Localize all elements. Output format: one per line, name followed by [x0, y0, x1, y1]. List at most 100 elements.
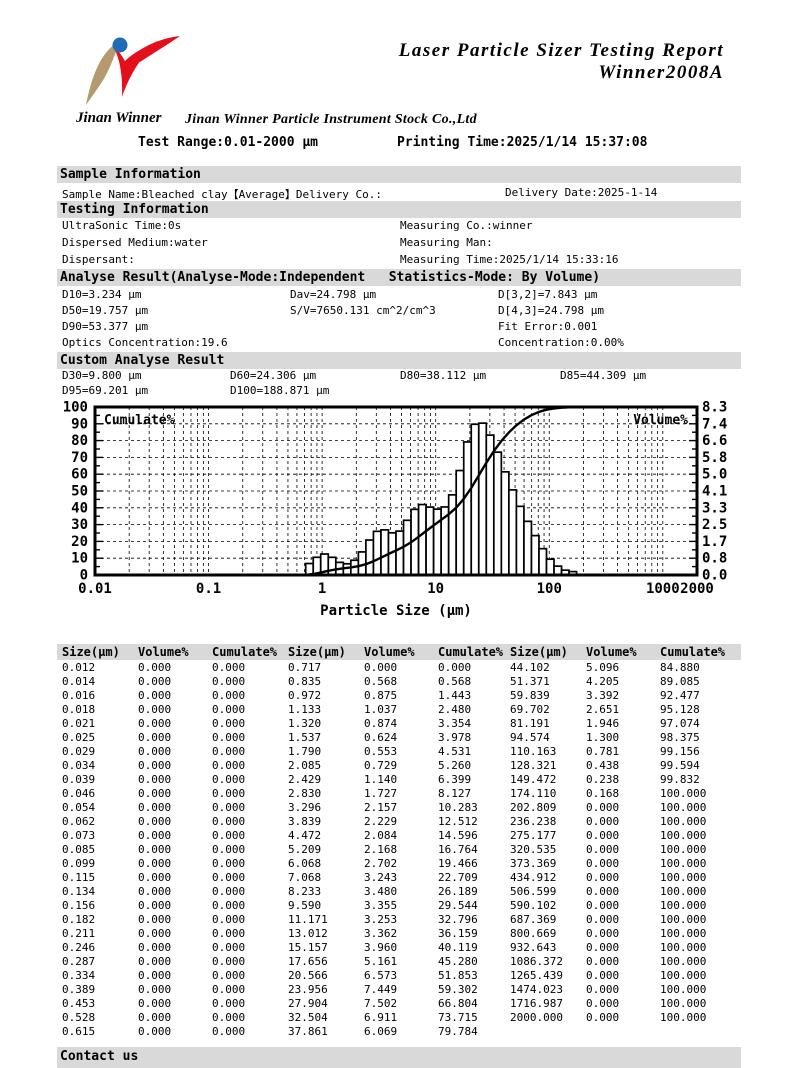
histogram-bar: [500, 471, 510, 576]
table-header-cell: Cumulate%: [438, 645, 504, 659]
table-row: 0.182 0.000 0.000 11.171 3.253 32.796 687.369 0…: [62, 913, 752, 927]
table-row: Dispersant: Measuring Time:2025/1/14 15:3…: [62, 253, 752, 267]
table-row: D10=3.234 μm Dav=24.798 μm D[3,2]=7.843 μm: [62, 288, 752, 302]
table-cell: 3.355: [364, 899, 398, 912]
table-row: 0.029 0.000 0.000 1.790 0.553 4.531 110.163 0.7…: [62, 745, 752, 759]
table-cell: 0.168: [586, 787, 620, 800]
table-cell: 26.189: [438, 885, 478, 898]
table-cell: 0.000: [212, 899, 246, 912]
table-cell: 1.037: [364, 703, 398, 716]
table-cell: 98.375: [660, 731, 700, 744]
table-cell: 0.000: [586, 885, 620, 898]
table-cell: 20.566: [288, 969, 328, 982]
analyse-result-value: Optics Concentration:19.6: [62, 336, 228, 349]
table-cell: 0.000: [212, 829, 246, 842]
analyse-result-value: D[3,2]=7.843 μm: [498, 288, 598, 301]
table-cell: 0.000: [586, 983, 620, 996]
left-axis-label: 70: [71, 450, 88, 466]
table-row: 0.134 0.000 0.000 8.233 3.480 26.189 506.599 0.…: [62, 885, 752, 899]
analyse-result-value: Dav=24.798 μm: [290, 288, 377, 301]
testing-info-value: Measuring Time:2025/1/14 15:33:16: [400, 253, 619, 266]
table-row: Optics Concentration:19.6 Concentration:0…: [62, 336, 752, 350]
table-cell: 51.853: [438, 969, 478, 982]
table-cell: 37.861: [288, 1025, 328, 1038]
table-row: 0.018 0.000 0.000 1.133 1.037 2.480 69.702 2.65…: [62, 703, 752, 717]
histogram-bar: [515, 505, 525, 576]
table-cell: 40.119: [438, 941, 478, 954]
x-axis-label: 1000: [646, 581, 680, 597]
sample-name: Sample Name:Bleached clay【Average】Delive…: [62, 188, 383, 201]
table-row: 0.389 0.000 0.000 23.956 7.449 59.302 1474.023…: [62, 983, 752, 997]
table-cell: 0.000: [212, 955, 246, 968]
left-axis-label: 0: [80, 568, 88, 584]
table-cell: 0.000: [138, 1025, 172, 1038]
table-cell: 22.709: [438, 871, 478, 884]
table-cell: 0.039: [62, 773, 96, 786]
table-row: 0.039 0.000 0.000 2.429 1.140 6.399 149.472 0.2…: [62, 773, 752, 787]
table-cell: 27.904: [288, 997, 328, 1010]
table-cell: 51.371: [510, 675, 550, 688]
table-cell: 0.134: [62, 885, 96, 898]
table-cell: 0.211: [62, 927, 96, 940]
table-cell: 6.911: [364, 1011, 398, 1024]
table-cell: 3.392: [586, 689, 620, 702]
table-row: D50=19.757 μm S/V=7650.131 cm^2/cm^3 D[4,3…: [62, 304, 752, 318]
test-range: Test Range:0.01-2000 μm: [138, 135, 319, 150]
table-header-cell: Volume%: [364, 645, 415, 659]
volume-series-label: Volume%: [633, 413, 688, 428]
table-cell: 0.018: [62, 703, 96, 716]
table-cell: 0.099: [62, 857, 96, 870]
table-cell: 0.453: [62, 997, 96, 1010]
table-cell: 0.000: [438, 661, 472, 674]
table-cell: 590.102: [510, 899, 557, 912]
table-cell: 0.287: [62, 955, 96, 968]
table-cell: 0.000: [138, 871, 172, 884]
table-cell: 0.000: [138, 997, 172, 1010]
analyse-result-value: D[4,3]=24.798 μm: [498, 304, 604, 317]
table-cell: 0.034: [62, 759, 96, 772]
table-cell: 0.875: [364, 689, 398, 702]
left-axis-label: 40: [71, 500, 88, 516]
table-row: 0.099 0.000 0.000 6.068 2.702 19.466 373.369 0.…: [62, 857, 752, 871]
histogram-bar: [462, 441, 473, 576]
table-cell: 100.000: [660, 955, 707, 968]
table-cell: 0.000: [138, 913, 172, 926]
right-axis-label: 0.8: [702, 551, 727, 567]
table-cell: 100.000: [660, 871, 707, 884]
table-cell: 100.000: [660, 1011, 707, 1024]
table-cell: 100.000: [660, 787, 707, 800]
table-cell: 97.074: [660, 717, 700, 730]
logo-brand-text: Jinan Winner: [76, 110, 162, 126]
table-cell: 1474.023: [510, 983, 563, 996]
table-cell: 0.012: [62, 661, 96, 674]
custom-analyse-value: D85=44.309 μm: [560, 369, 647, 382]
table-cell: 44.102: [510, 661, 550, 674]
table-cell: 0.000: [212, 871, 246, 884]
right-axis-label: 1.7: [702, 534, 727, 550]
table-cell: 236.238: [510, 815, 557, 828]
table-cell: 0.717: [288, 661, 322, 674]
table-cell: 0.182: [62, 913, 96, 926]
table-cell: 3.480: [364, 885, 398, 898]
right-axis-label: 5.0: [702, 467, 727, 483]
table-cell: 0.000: [586, 927, 620, 940]
table-cell: 0.046: [62, 787, 96, 800]
table-cell: 100.000: [660, 829, 707, 842]
table-cell: 0.029: [62, 745, 96, 758]
table-cell: 11.171: [288, 913, 328, 926]
table-cell: 0.781: [586, 745, 620, 758]
table-row: 0.016 0.000 0.000 0.972 0.875 1.443 59.839 3.39…: [62, 689, 752, 703]
table-cell: 12.512: [438, 815, 478, 828]
histogram-bar: [455, 469, 465, 576]
table-row: 0.453 0.000 0.000 27.904 7.502 66.804 1716.987…: [62, 997, 752, 1011]
logo-red-swoosh: [134, 36, 180, 62]
custom-analyse-rows: D30=9.800 μm D60=24.306 μm D80=38.112 μm D8…: [62, 369, 752, 401]
table-cell: 99.832: [660, 773, 700, 786]
table-cell: 0.000: [138, 955, 172, 968]
table-cell: 89.085: [660, 675, 700, 688]
table-cell: 0.000: [586, 871, 620, 884]
table-cell: 0.000: [212, 745, 246, 758]
table-row: D90=53.377 μm Fit Error:0.001: [62, 320, 752, 334]
right-axis-label: 3.3: [702, 500, 727, 516]
table-cell: 0.000: [212, 661, 246, 674]
